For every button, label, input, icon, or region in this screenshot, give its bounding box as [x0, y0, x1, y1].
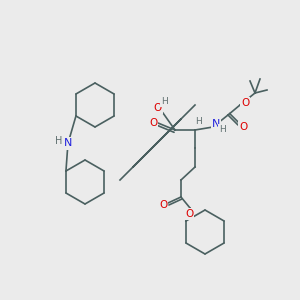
Text: H: H [160, 98, 167, 106]
Text: H: H [219, 124, 225, 134]
Text: O: O [149, 118, 157, 128]
Text: H: H [55, 136, 63, 146]
Text: O: O [154, 103, 162, 113]
Text: O: O [239, 122, 247, 132]
Text: H: H [195, 116, 201, 125]
Text: O: O [241, 98, 249, 108]
Text: N: N [212, 119, 220, 129]
Text: O: O [185, 209, 193, 219]
Text: O: O [159, 200, 167, 210]
Text: N: N [64, 139, 72, 148]
